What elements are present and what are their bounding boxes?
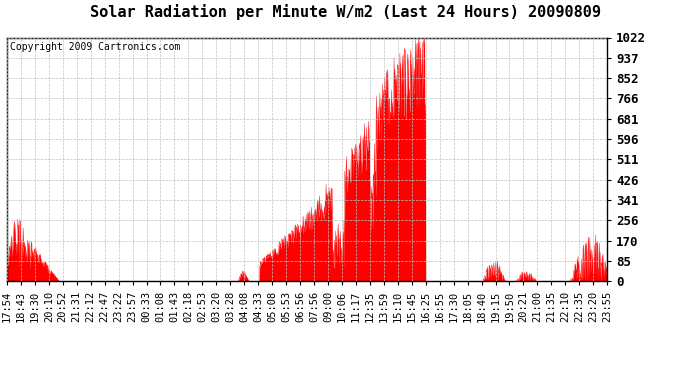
Text: Solar Radiation per Minute W/m2 (Last 24 Hours) 20090809: Solar Radiation per Minute W/m2 (Last 24… (90, 4, 600, 20)
Text: Copyright 2009 Cartronics.com: Copyright 2009 Cartronics.com (10, 42, 180, 52)
